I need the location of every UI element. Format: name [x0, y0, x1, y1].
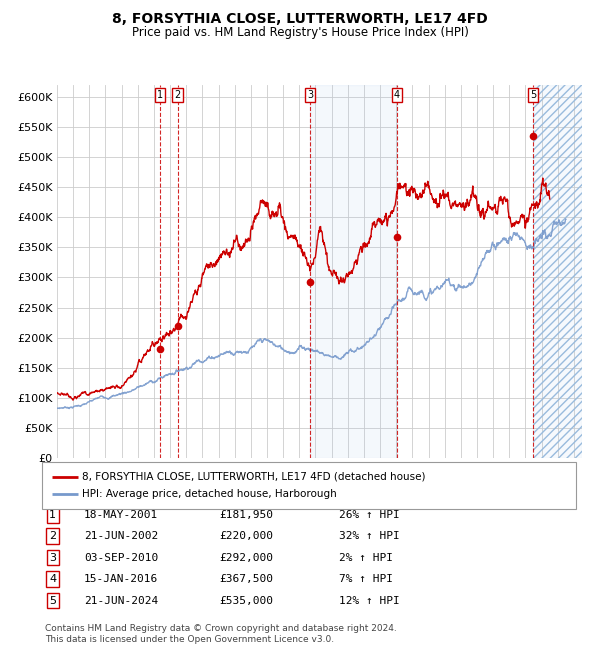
Text: 21-JUN-2024: 21-JUN-2024 — [84, 595, 158, 606]
Text: HPI: Average price, detached house, Harborough: HPI: Average price, detached house, Harb… — [82, 489, 337, 499]
Text: 2: 2 — [175, 90, 181, 100]
Text: 2: 2 — [49, 531, 56, 541]
Text: 15-JAN-2016: 15-JAN-2016 — [84, 574, 158, 584]
Text: 3: 3 — [307, 90, 313, 100]
Text: 21-JUN-2002: 21-JUN-2002 — [84, 531, 158, 541]
Bar — [533, 84, 582, 458]
Text: 1: 1 — [157, 90, 163, 100]
Text: 03-SEP-2010: 03-SEP-2010 — [84, 552, 158, 563]
Text: £367,500: £367,500 — [219, 574, 273, 584]
Bar — [310, 84, 397, 458]
Text: £220,000: £220,000 — [219, 531, 273, 541]
Text: 26% ↑ HPI: 26% ↑ HPI — [339, 510, 400, 520]
Bar — [533, 84, 582, 458]
Text: 8, FORSYTHIA CLOSE, LUTTERWORTH, LE17 4FD: 8, FORSYTHIA CLOSE, LUTTERWORTH, LE17 4F… — [112, 12, 488, 26]
Text: 7% ↑ HPI: 7% ↑ HPI — [339, 574, 393, 584]
Text: 1: 1 — [49, 510, 56, 520]
Text: 4: 4 — [394, 90, 400, 100]
Text: £535,000: £535,000 — [219, 595, 273, 606]
Text: 4: 4 — [49, 574, 56, 584]
Text: 12% ↑ HPI: 12% ↑ HPI — [339, 595, 400, 606]
Text: Price paid vs. HM Land Registry's House Price Index (HPI): Price paid vs. HM Land Registry's House … — [131, 26, 469, 39]
Text: £292,000: £292,000 — [219, 552, 273, 563]
Text: 32% ↑ HPI: 32% ↑ HPI — [339, 531, 400, 541]
Text: 5: 5 — [530, 90, 536, 100]
Text: 5: 5 — [49, 595, 56, 606]
Text: 18-MAY-2001: 18-MAY-2001 — [84, 510, 158, 520]
Text: 8, FORSYTHIA CLOSE, LUTTERWORTH, LE17 4FD (detached house): 8, FORSYTHIA CLOSE, LUTTERWORTH, LE17 4F… — [82, 472, 426, 482]
Text: 2% ↑ HPI: 2% ↑ HPI — [339, 552, 393, 563]
Text: 3: 3 — [49, 552, 56, 563]
Text: Contains HM Land Registry data © Crown copyright and database right 2024.
This d: Contains HM Land Registry data © Crown c… — [45, 624, 397, 644]
Text: £181,950: £181,950 — [219, 510, 273, 520]
